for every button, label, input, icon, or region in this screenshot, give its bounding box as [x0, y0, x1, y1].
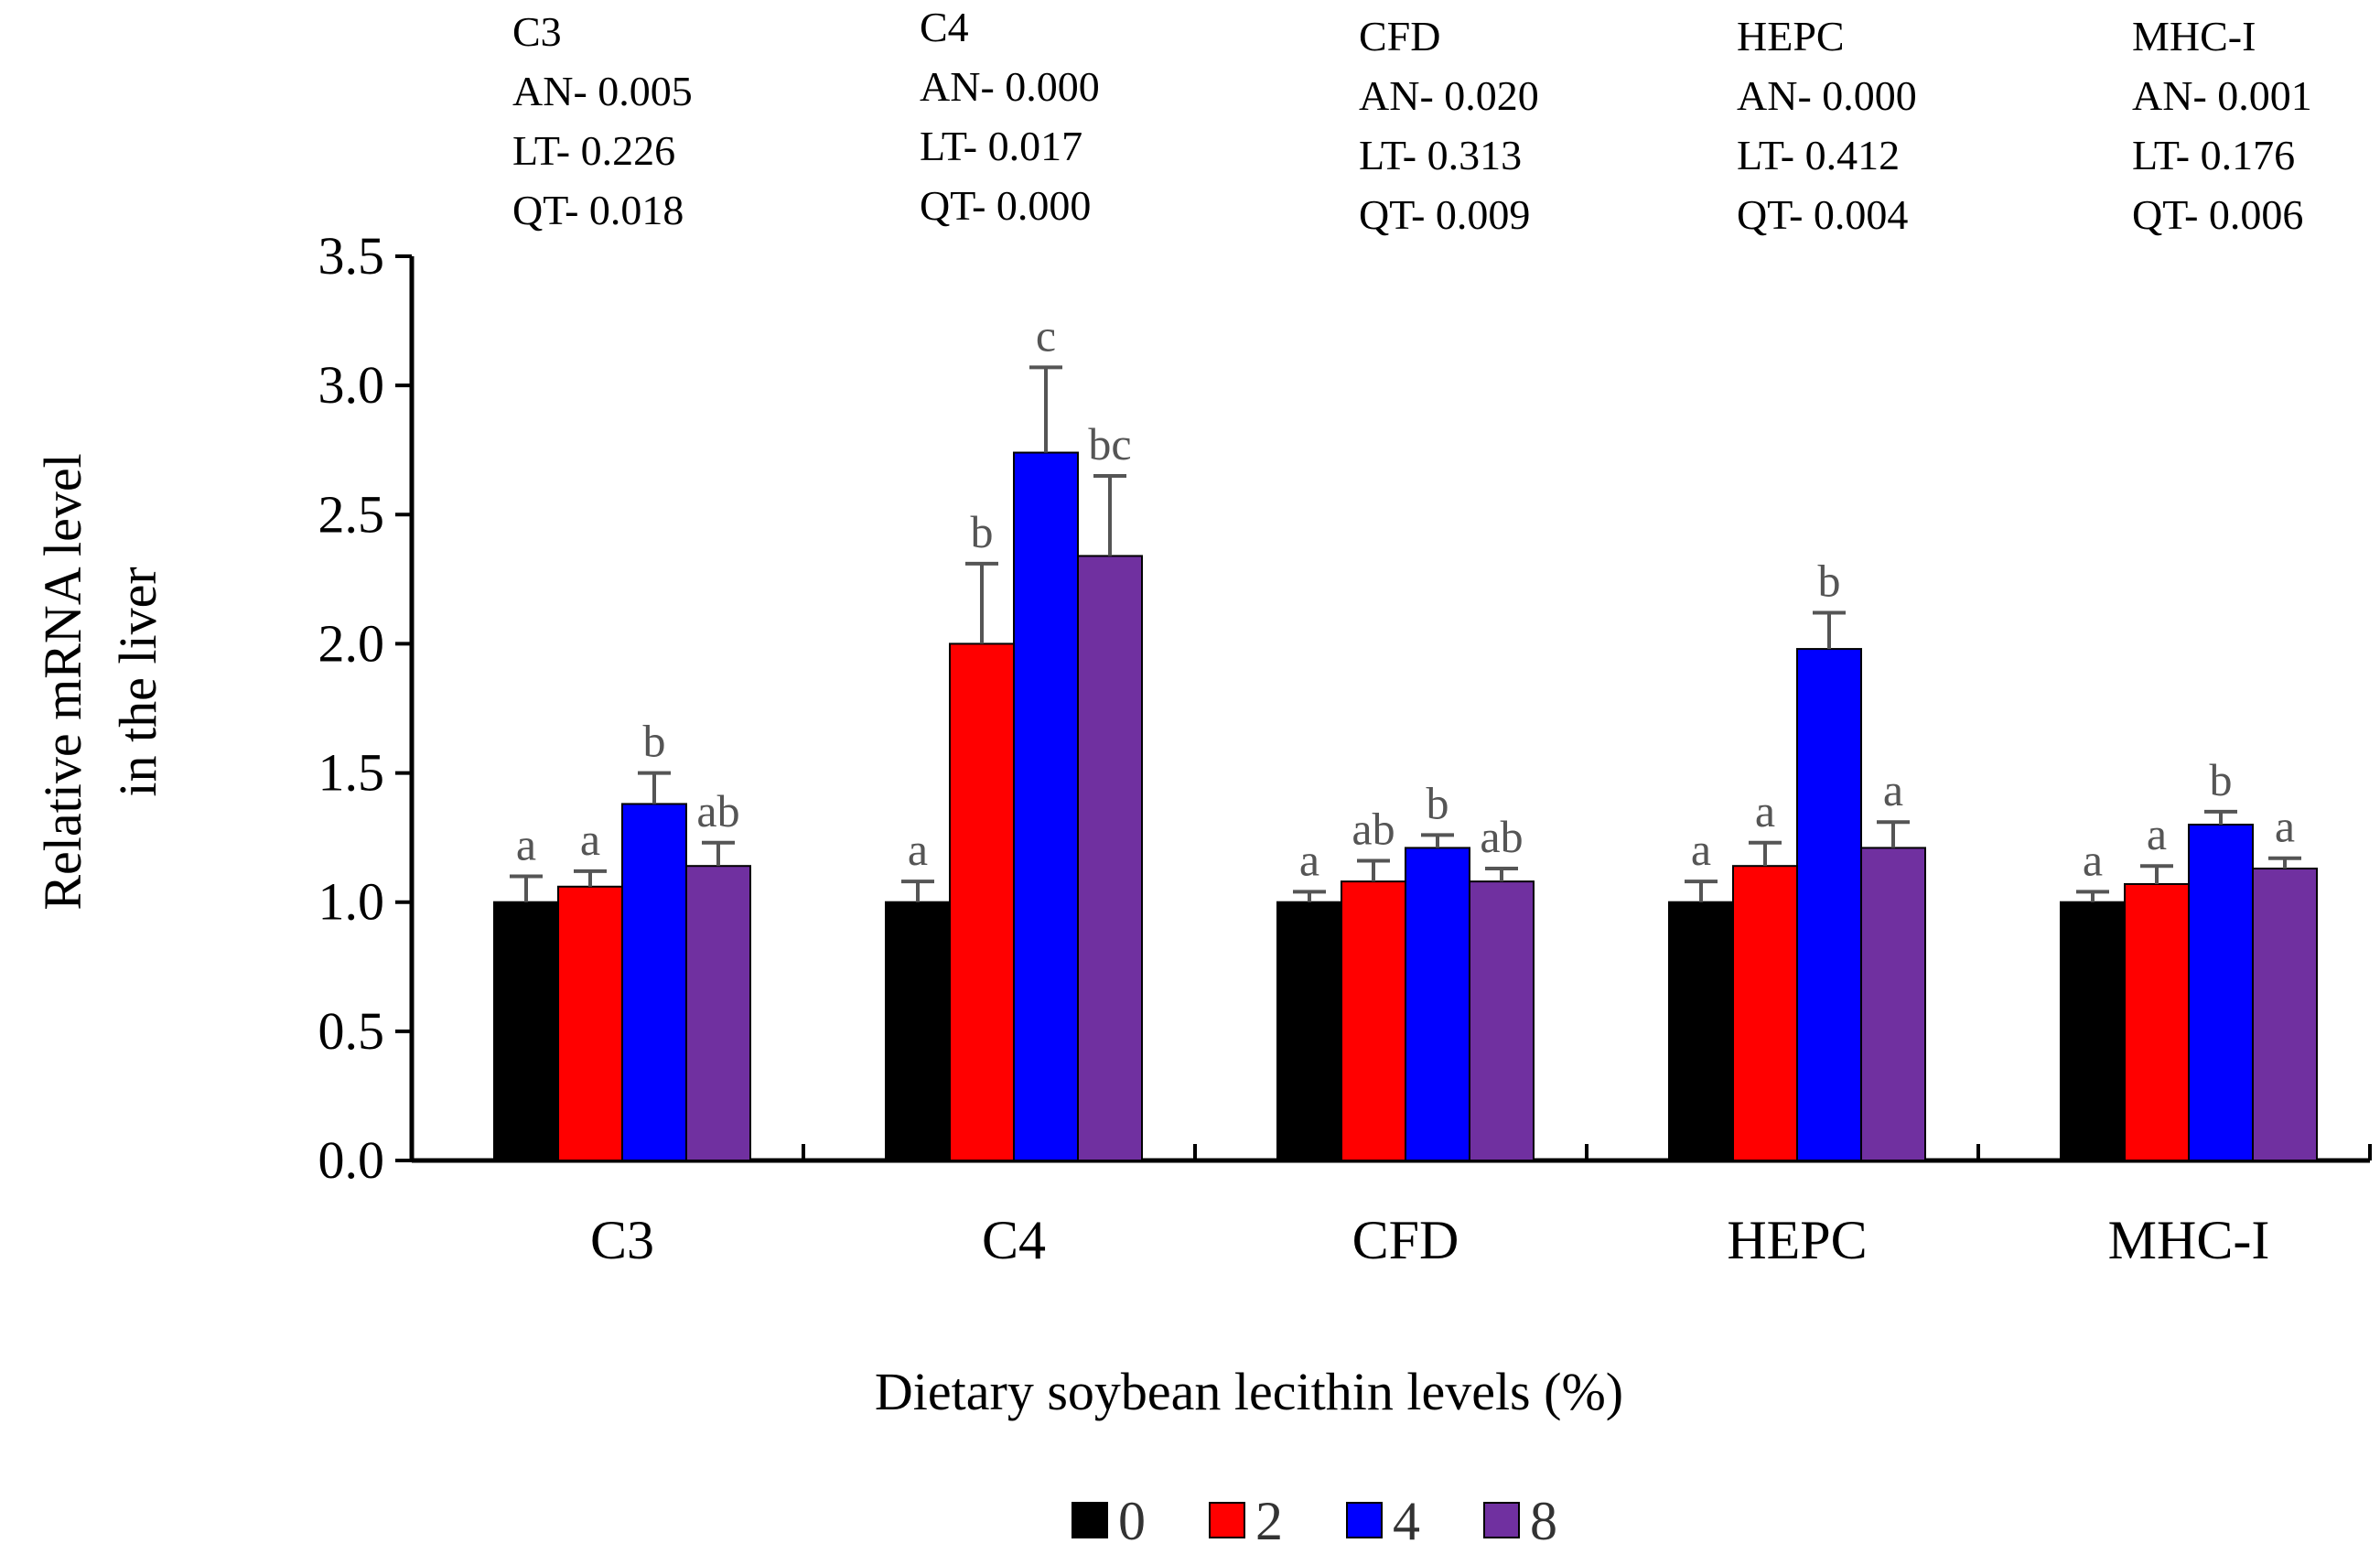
significance-letter: a — [2275, 801, 2295, 852]
legend-swatch-8 — [1483, 1502, 1520, 1538]
y-tick-label: 2.0 — [318, 613, 385, 673]
significance-letter: a — [1755, 785, 1775, 836]
stats-line: LT- 0.412 — [1737, 132, 1900, 178]
stats-line: QT- 0.006 — [2132, 191, 2303, 238]
significance-letter: b — [1818, 556, 1841, 607]
stats-line: AN- 0.000 — [1737, 72, 1917, 119]
bar-c3-8 — [685, 865, 751, 1161]
y-axis-label-line: in the liver — [108, 567, 167, 796]
x-tick-label: MHC-I — [2108, 1210, 2270, 1270]
bar-c4-0 — [885, 901, 951, 1161]
stats-line: HEPC — [1737, 13, 1845, 59]
significance-letter: a — [2083, 834, 2103, 885]
stats-line: MHC-I — [2132, 13, 2256, 59]
significance-letter: a — [1299, 834, 1319, 885]
bar-mhc-i-8 — [2252, 868, 2318, 1161]
significance-letter: ab — [1480, 811, 1523, 862]
bar-hepc-4 — [1796, 648, 1862, 1161]
x-tick-labels: C3 C4 CFD HEPC MHC-I — [590, 1210, 2269, 1270]
x-tick-label: CFD — [1352, 1210, 1459, 1270]
x-tick-label: C4 — [982, 1210, 1046, 1270]
significance-letter: a — [908, 824, 928, 875]
bar-cfd-0 — [1276, 901, 1342, 1161]
stats-line: AN- 0.001 — [2132, 72, 2312, 119]
significance-letter: a — [580, 814, 600, 865]
legend-label: 0 — [1118, 1491, 1146, 1551]
bar-mhc-i-4 — [2188, 824, 2254, 1161]
x-tick-label: HEPC — [1727, 1210, 1867, 1270]
legend-swatch-4 — [1346, 1502, 1383, 1538]
legend-swatch-0 — [1072, 1502, 1108, 1538]
legend-label: 2 — [1255, 1491, 1283, 1551]
x-axis-label: Dietary soybean lecithin levels (%) — [875, 1362, 1623, 1421]
bar-c3-0 — [493, 901, 559, 1161]
significance-letter: b — [1427, 777, 1449, 828]
significance-letter: b — [971, 506, 994, 557]
legend-label: 4 — [1393, 1491, 1420, 1551]
stats-line: AN- 0.020 — [1359, 72, 1539, 119]
y-tick-label: 3.5 — [318, 226, 385, 286]
significance-letter: bc — [1088, 418, 1131, 470]
stats-line: QT- 0.000 — [920, 182, 1091, 229]
bar-c4-4 — [1013, 451, 1079, 1161]
stats-line: LT- 0.313 — [1359, 132, 1522, 178]
stats-line: LT- 0.226 — [512, 127, 675, 174]
bar-mhc-i-2 — [2124, 882, 2190, 1161]
stats-line: LT- 0.017 — [920, 123, 1082, 169]
bar-cfd-8 — [1469, 880, 1535, 1161]
bar-c3-4 — [621, 803, 687, 1162]
stats-line: QT- 0.009 — [1359, 191, 1530, 238]
bar-hepc-0 — [1668, 901, 1734, 1161]
significance-letter: ab — [1352, 804, 1395, 855]
significance-letter: b — [2210, 754, 2233, 805]
stats-line: LT- 0.176 — [2132, 132, 2295, 178]
legend-label: 8 — [1530, 1491, 1557, 1551]
significance-letter: ab — [696, 785, 739, 836]
significance-letter: b — [643, 716, 666, 767]
legend-swatch-2 — [1209, 1502, 1245, 1538]
stats-line: QT- 0.004 — [1737, 191, 1908, 238]
y-axis-label-line: Relative mRNA level — [33, 453, 92, 910]
bar-c4-8 — [1077, 555, 1143, 1161]
bar-hepc-8 — [1860, 847, 1926, 1161]
y-axis-label: Relative mRNA level in the liver — [33, 453, 167, 910]
stats-line: CFD — [1359, 13, 1440, 59]
significance-letter: a — [2147, 808, 2167, 859]
bar-hepc-2 — [1732, 865, 1798, 1161]
bar-c4-2 — [949, 642, 1015, 1161]
stats-line: C4 — [920, 4, 969, 50]
y-tick-label: 0.0 — [318, 1130, 385, 1190]
stats-line: QT- 0.018 — [512, 187, 684, 233]
bar-cfd-2 — [1341, 880, 1406, 1161]
significance-letter: a — [1883, 764, 1903, 815]
y-tick-label: 2.5 — [318, 484, 385, 544]
x-tick-label: C3 — [590, 1210, 654, 1270]
stats-line: AN- 0.005 — [512, 68, 693, 114]
bar-cfd-4 — [1405, 847, 1470, 1161]
legend: 0 2 4 8 — [1072, 1491, 1557, 1551]
y-tick-label: 0.5 — [318, 1001, 385, 1061]
stats-line: C3 — [512, 8, 562, 55]
stats-line: AN- 0.000 — [920, 63, 1100, 110]
y-tick-label: 1.0 — [318, 872, 385, 932]
bar-c3-2 — [557, 885, 623, 1162]
y-tick-label: 1.5 — [318, 743, 385, 803]
bar-mhc-i-0 — [2060, 901, 2126, 1161]
statistics-annotations: C3 AN- 0.005 LT- 0.226 QT- 0.018 C4 AN- 0.000… — [512, 4, 2312, 238]
significance-letter: c — [1036, 309, 1056, 361]
significance-letter: a — [516, 818, 536, 869]
y-tick-label: 3.0 — [318, 355, 385, 415]
significance-letter: a — [1691, 824, 1711, 875]
